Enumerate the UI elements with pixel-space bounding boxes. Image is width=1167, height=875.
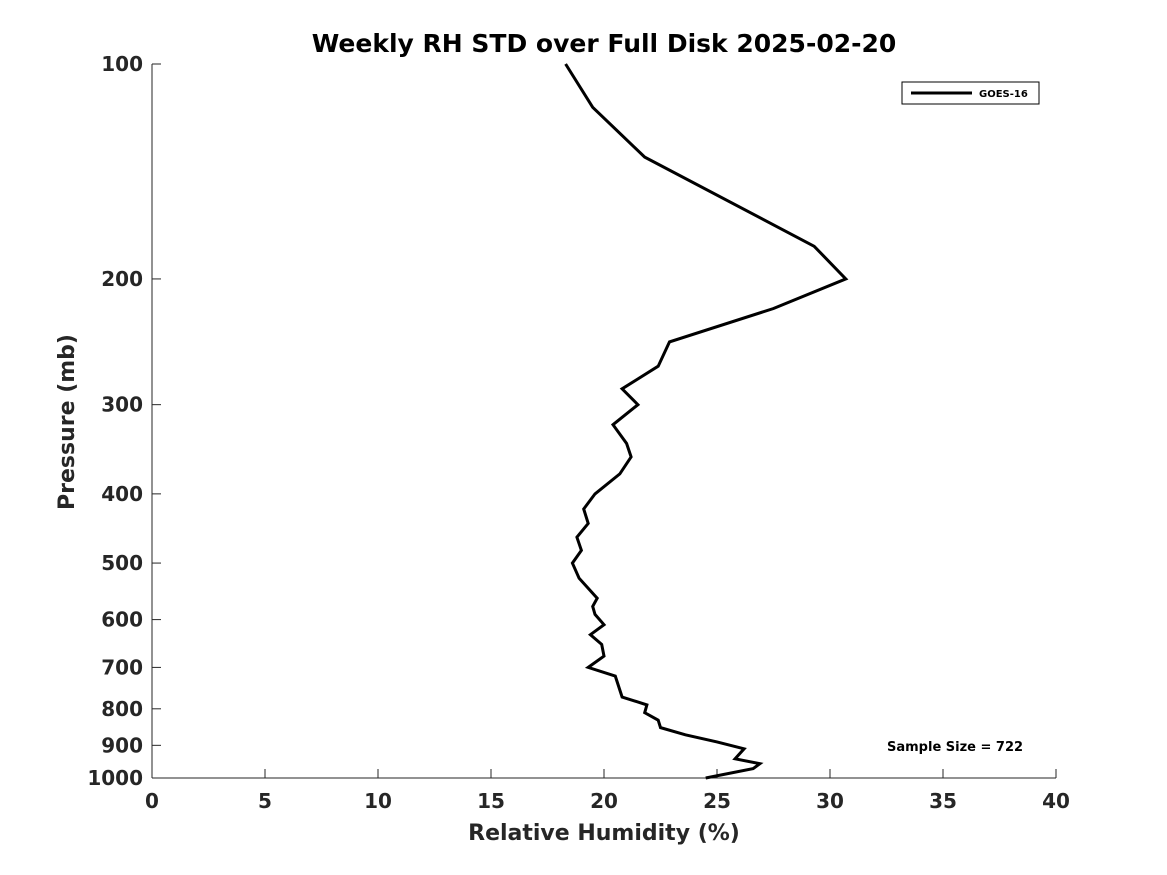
y-axis-ticks: 100 200 300 400 500 600 700 800 900 1000	[87, 52, 161, 790]
x-tick-label: 0	[145, 789, 159, 813]
x-axis-ticks: 0 5 10 15 20 25 30 35 40	[145, 769, 1070, 813]
y-tick-label: 800	[101, 697, 143, 721]
x-tick-label: 20	[590, 789, 618, 813]
y-tick-label: 200	[101, 267, 143, 291]
x-axis-label: Relative Humidity (%)	[468, 821, 740, 846]
chart-title: Weekly RH STD over Full Disk 2025-02-20	[312, 29, 897, 58]
y-tick-label: 900	[101, 733, 143, 757]
x-tick-label: 30	[816, 789, 844, 813]
y-tick-label: 400	[101, 482, 143, 506]
y-tick-label: 500	[101, 551, 143, 575]
series-line-goes-16	[564, 63, 849, 780]
x-tick-label: 35	[929, 789, 957, 813]
y-tick-label: 100	[101, 52, 143, 76]
legend: GOES-16	[901, 81, 1040, 105]
y-tick-label: 1000	[87, 766, 143, 790]
y-tick-label: 300	[101, 393, 143, 417]
x-tick-label: 40	[1042, 789, 1070, 813]
y-tick-label: 700	[101, 655, 143, 679]
x-tick-label: 25	[703, 789, 731, 813]
x-tick-label: 10	[364, 789, 392, 813]
series-layer	[564, 63, 849, 780]
x-tick-label: 15	[477, 789, 505, 813]
x-tick-label: 5	[258, 789, 272, 813]
y-tick-label: 600	[101, 608, 143, 632]
legend-label-goes-16: GOES-16	[979, 89, 1028, 100]
sample-size-annotation: Sample Size = 722	[887, 740, 1023, 755]
y-axis-label: Pressure (mb)	[55, 334, 80, 510]
